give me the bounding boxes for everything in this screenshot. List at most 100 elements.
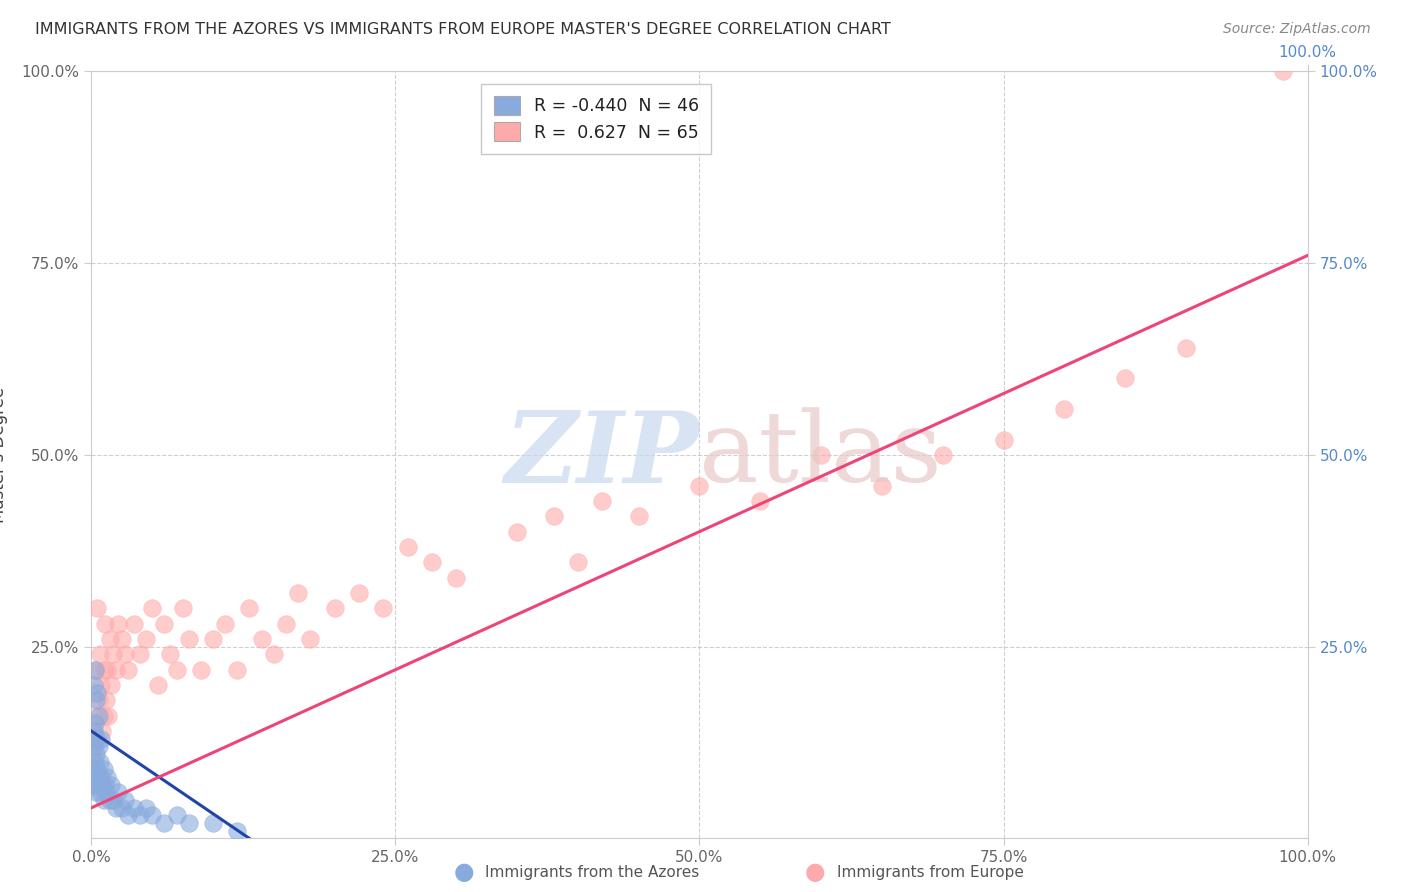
Point: [107, 616, 129, 631]
Point: [97, 708, 120, 723]
Point: [87, 739, 110, 754]
Point: [89, 648, 111, 662]
Point: [86, 708, 108, 723]
Point: [91, 724, 114, 739]
Point: [103, 648, 125, 662]
Point: [111, 632, 134, 646]
Point: [83, 678, 105, 692]
Point: [87, 693, 110, 707]
Point: [420, 555, 443, 569]
Point: [931, 448, 953, 462]
Point: [84, 693, 107, 707]
Point: [104, 663, 127, 677]
Point: [93, 763, 115, 777]
Point: [250, 632, 273, 646]
Point: [103, 793, 125, 807]
Point: [86, 763, 108, 777]
Point: [83, 724, 105, 739]
Point: [107, 785, 129, 799]
Point: [299, 632, 322, 646]
Point: [82, 755, 104, 769]
Point: [82, 739, 104, 754]
Point: [83, 724, 105, 739]
Point: [91, 778, 114, 792]
Text: Immigrants from Europe: Immigrants from Europe: [837, 865, 1024, 880]
Point: [87, 770, 110, 784]
Point: [129, 648, 152, 662]
Point: [89, 785, 111, 799]
Point: [129, 808, 152, 822]
Point: [89, 755, 111, 769]
Point: [82, 778, 104, 792]
Point: [117, 663, 139, 677]
Point: [543, 509, 565, 524]
Point: [810, 448, 832, 462]
Point: [1114, 371, 1136, 385]
Point: [96, 770, 118, 784]
Point: [90, 731, 112, 746]
Point: [100, 678, 122, 692]
Point: [122, 616, 145, 631]
Point: [122, 801, 145, 815]
Point: [1053, 401, 1076, 416]
Point: [84, 716, 107, 731]
Point: [86, 731, 108, 746]
Point: [84, 663, 107, 677]
Point: [506, 524, 529, 539]
Legend: R = -0.440  N = 46, R =  0.627  N = 65: R = -0.440 N = 46, R = 0.627 N = 65: [481, 84, 711, 153]
Point: [84, 755, 107, 769]
Point: [111, 801, 134, 815]
Point: [96, 663, 118, 677]
Point: [117, 808, 139, 822]
Point: [226, 823, 249, 838]
Point: [591, 494, 613, 508]
Point: [94, 616, 117, 631]
Point: [567, 555, 589, 569]
Point: [83, 763, 105, 777]
Point: [86, 601, 108, 615]
Point: [202, 816, 225, 830]
Point: [141, 808, 163, 822]
Text: ZIP: ZIP: [505, 407, 699, 503]
Point: [148, 678, 170, 692]
Point: [688, 478, 710, 492]
Text: Immigrants from the Azores: Immigrants from the Azores: [485, 865, 699, 880]
Point: [94, 778, 117, 792]
Point: [84, 739, 107, 754]
Point: [98, 632, 121, 646]
Point: [627, 509, 650, 524]
Point: [90, 770, 112, 784]
Point: [214, 616, 236, 631]
Point: [993, 433, 1015, 447]
Point: [323, 601, 346, 615]
Point: [153, 616, 176, 631]
Point: [104, 801, 127, 815]
Point: [749, 494, 772, 508]
Point: [444, 571, 467, 585]
Point: [100, 778, 122, 792]
Point: [177, 816, 200, 830]
Point: [84, 785, 107, 799]
Point: [90, 678, 112, 692]
Point: [135, 801, 157, 815]
Point: [190, 663, 212, 677]
Point: [287, 586, 309, 600]
Point: [84, 663, 107, 677]
Point: [172, 601, 194, 615]
Point: [141, 601, 163, 615]
Point: [84, 747, 107, 761]
Text: atlas: atlas: [699, 407, 942, 503]
Point: [86, 686, 108, 700]
Point: [274, 616, 297, 631]
Y-axis label: Master's Degree: Master's Degree: [0, 387, 7, 523]
Point: [94, 693, 117, 707]
Point: [166, 808, 188, 822]
Point: [238, 601, 260, 615]
Point: [226, 663, 249, 677]
Point: [93, 663, 115, 677]
Point: [87, 708, 110, 723]
Point: [373, 601, 395, 615]
Point: [159, 648, 181, 662]
Point: [263, 648, 285, 662]
Text: ●: ●: [806, 861, 825, 884]
